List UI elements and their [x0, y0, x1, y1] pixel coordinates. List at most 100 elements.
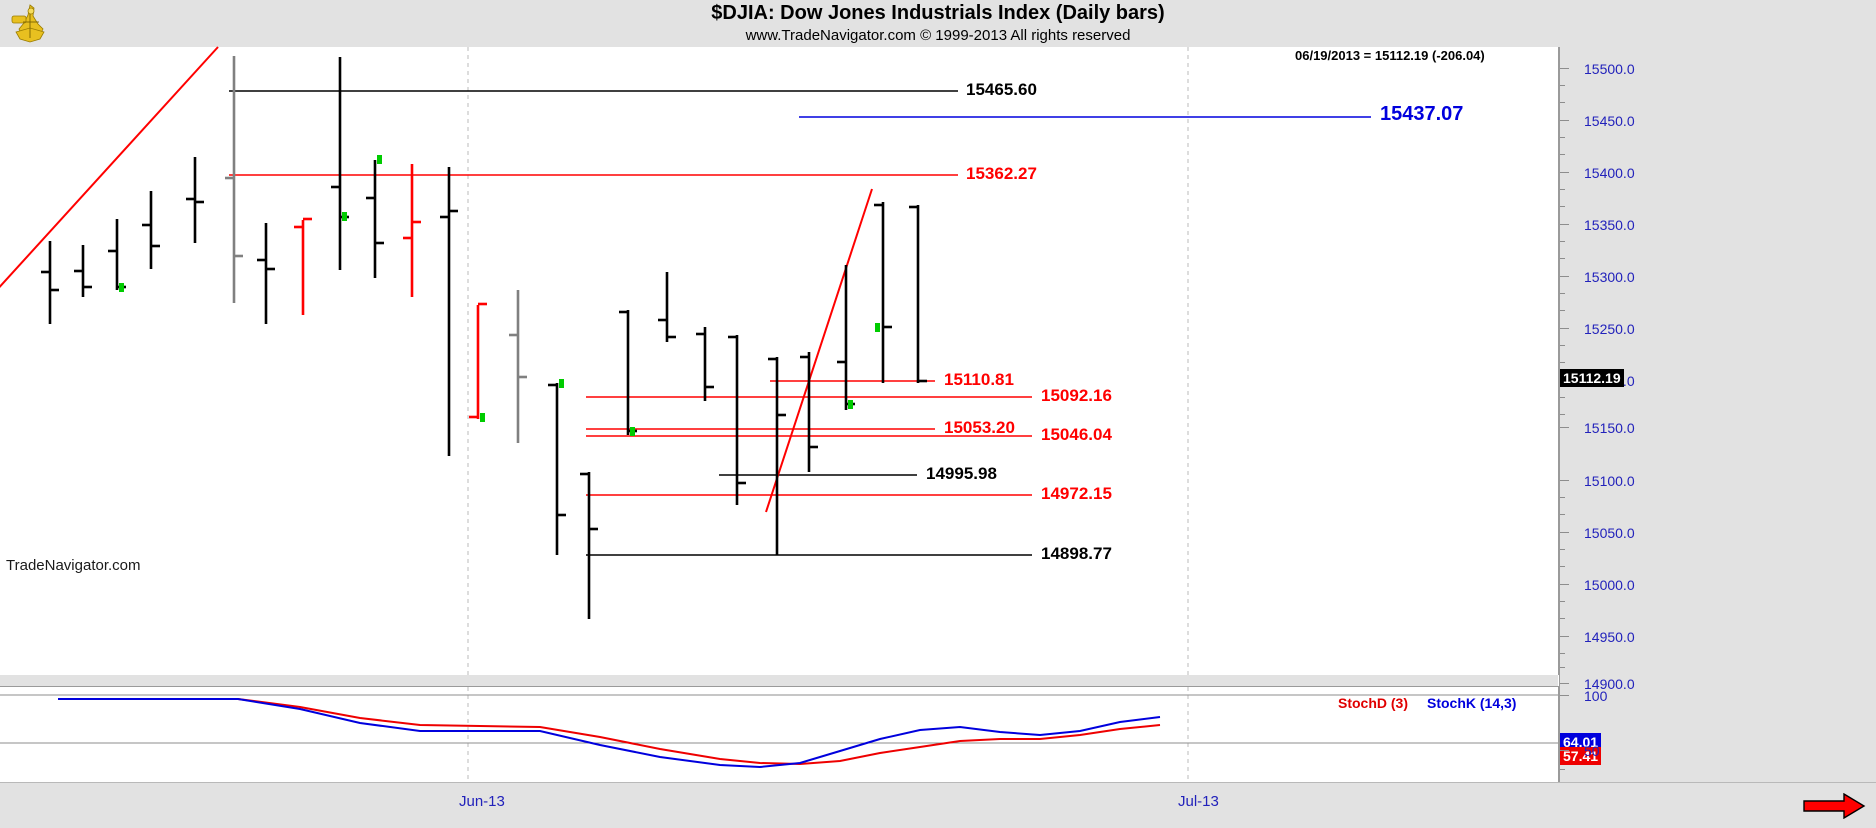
y-tick-minor — [1560, 102, 1565, 103]
stoch-tick — [1560, 695, 1569, 696]
y-label-15450: 15450.0 — [1584, 113, 1635, 129]
stoch-k-line — [58, 698, 1161, 769]
y-label-15300: 15300.0 — [1584, 269, 1635, 285]
stoch-k-legend: StochK (14,3) — [1427, 695, 1517, 711]
date-axis[interactable]: Jun-13 Jul-13 — [0, 782, 1876, 828]
stoch-d-legend: StochD (3) — [1338, 695, 1408, 711]
y-tick — [1560, 328, 1569, 329]
price-scale[interactable]: 15500.0 15450.0 15400.0 15350.0 15300.0 … — [1559, 47, 1876, 782]
y-tick — [1560, 584, 1569, 585]
y-tick-minor — [1560, 414, 1565, 415]
y-tick-minor — [1560, 397, 1565, 398]
y-tick-minor — [1560, 667, 1565, 668]
ohlc-bar — [768, 357, 786, 555]
ohlc-bars — [41, 56, 927, 619]
close-marker — [559, 379, 564, 388]
hline-label-15465: 15465.60 — [966, 80, 1037, 99]
close-marker — [119, 283, 124, 292]
y-tick-minor — [1560, 137, 1565, 138]
y-tick-minor — [1560, 497, 1565, 498]
hline-label-15437: 15437.07 — [1380, 103, 1464, 125]
ohlc-bar — [440, 167, 458, 456]
ohlc-bar — [366, 160, 384, 278]
y-tick-minor — [1560, 189, 1565, 190]
y-tick-minor — [1560, 310, 1565, 311]
watermark: TradeNavigator.com — [6, 557, 141, 574]
ohlc-bar — [74, 245, 92, 297]
ohlc-bar-down — [294, 217, 312, 315]
y-label-15350: 15350.0 — [1584, 217, 1635, 233]
hline-label-14972: 14972.15 — [1041, 484, 1112, 503]
rising-trendline-right — [765, 188, 873, 513]
price-pane[interactable]: 15465.60 15437.07 15362.27 15110.81 1509… — [0, 46, 1559, 675]
ohlc-bar-down — [403, 164, 421, 297]
ohlc-bar — [257, 223, 275, 324]
y-tick-minor — [1560, 618, 1565, 619]
x-label-jul13: Jul-13 — [1178, 793, 1219, 810]
close-marker — [630, 427, 635, 436]
hline-label-15362: 15362.27 — [966, 164, 1037, 183]
hline-label-15046: 15046.04 — [1041, 425, 1112, 444]
y-tick-minor — [1560, 566, 1565, 567]
close-marker — [377, 155, 382, 164]
y-tick — [1560, 276, 1569, 277]
y-tick-minor — [1560, 769, 1565, 770]
ohlc-bar — [619, 310, 637, 435]
y-tick-minor — [1560, 601, 1565, 602]
y-tick — [1560, 532, 1569, 533]
ohlc-bar — [41, 241, 59, 324]
stoch-tick — [1560, 750, 1569, 751]
y-label-15500: 15500.0 — [1584, 61, 1635, 77]
hline-label-14995: 14995.98 — [926, 464, 997, 483]
ohlc-bar — [580, 472, 598, 619]
chart-title: $DJIA: Dow Jones Industrials Index (Dail… — [711, 2, 1165, 24]
ohlc-bar-gray — [225, 56, 243, 303]
price-plot — [0, 46, 1371, 675]
close-marker — [875, 323, 880, 332]
ohlc-bar-gray — [509, 290, 527, 443]
y-label-14900: 14900.0 — [1584, 676, 1635, 692]
y-tick — [1560, 427, 1569, 428]
y-tick-minor — [1560, 85, 1565, 86]
ohlc-bar-down — [469, 302, 487, 419]
stoch-label-100: 100 — [1584, 688, 1608, 704]
hline-label-15092: 15092.16 — [1041, 386, 1112, 405]
y-tick-minor — [1560, 549, 1565, 550]
y-tick — [1560, 480, 1569, 481]
y-tick-minor — [1560, 345, 1565, 346]
y-label-15250: 15250.0 — [1584, 321, 1635, 337]
y-label-15000: 15000.0 — [1584, 577, 1635, 593]
right-arrow-icon[interactable] — [1802, 792, 1866, 820]
chart-subtitle: www.TradeNavigator.com © 1999-2013 All r… — [745, 27, 1131, 44]
stoch-k-value: 64.01 — [1560, 733, 1602, 751]
stoch-d-line — [58, 698, 1161, 766]
ohlc-bar — [142, 191, 160, 269]
y-tick-minor — [1560, 653, 1565, 654]
stoch-label-50: 50 — [1584, 743, 1600, 759]
hline-label-15053: 15053.20 — [944, 418, 1015, 437]
y-tick-minor — [1560, 362, 1565, 363]
ohlc-bar — [909, 205, 927, 383]
rising-trendline-left — [0, 46, 219, 288]
current-price-marker: 15112.19 — [1560, 369, 1624, 387]
y-tick-minor — [1560, 514, 1565, 515]
quote-readout: 06/19/2013 = 15112.19 (-206.04) — [1295, 48, 1485, 63]
ohlc-bar — [874, 202, 892, 383]
y-tick — [1560, 68, 1569, 69]
stoch-d-value: 57.41 — [1560, 747, 1602, 765]
ohlc-bar — [108, 219, 126, 290]
y-label-14950: 14950.0 — [1584, 629, 1635, 645]
y-tick-minor — [1560, 206, 1565, 207]
stochastic-pane[interactable]: StochD (3) StochK (14,3) — [0, 686, 1559, 783]
ohlc-bar — [331, 57, 349, 270]
y-tick — [1560, 172, 1569, 173]
ohlc-bar — [696, 327, 714, 401]
y-tick-minor — [1560, 154, 1565, 155]
y-tick-minor — [1560, 258, 1565, 259]
close-marker — [848, 400, 853, 409]
y-tick-minor — [1560, 241, 1565, 242]
close-marker — [480, 413, 485, 422]
ohlc-bar — [658, 272, 676, 342]
hline-label-15110: 15110.81 — [944, 370, 1014, 389]
